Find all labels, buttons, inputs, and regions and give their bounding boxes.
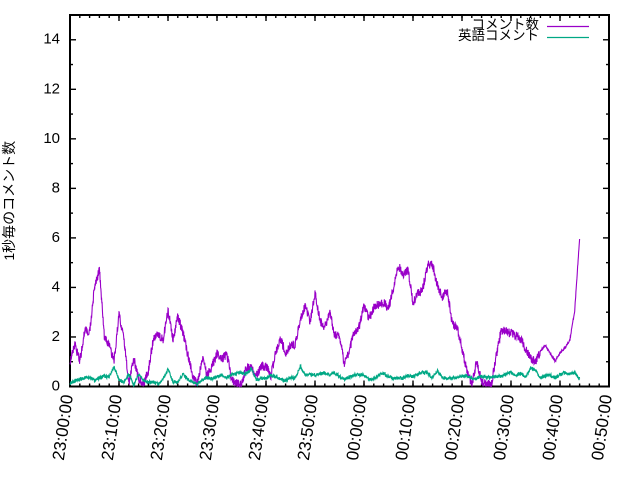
svg-text:10: 10 <box>43 130 60 147</box>
svg-text:0: 0 <box>52 377 60 394</box>
svg-text:00:40:00: 00:40:00 <box>539 393 567 461</box>
svg-text:12: 12 <box>43 80 60 97</box>
svg-text:00:30:00: 00:30:00 <box>490 393 518 461</box>
svg-text:00:50:00: 00:50:00 <box>588 393 616 461</box>
svg-text:23:00:00: 23:00:00 <box>49 393 77 461</box>
svg-text:23:20:00: 23:20:00 <box>147 393 175 461</box>
svg-text:00:20:00: 00:20:00 <box>441 393 469 461</box>
svg-text:23:40:00: 23:40:00 <box>245 393 273 461</box>
svg-text:1秒毎のコメント数: 1秒毎のコメント数 <box>1 141 17 261</box>
svg-text:2: 2 <box>52 328 60 345</box>
svg-text:23:30:00: 23:30:00 <box>196 393 224 461</box>
svg-text:00:00:00: 00:00:00 <box>343 393 371 461</box>
svg-text:23:10:00: 23:10:00 <box>98 393 126 461</box>
svg-text:00:10:00: 00:10:00 <box>392 393 420 461</box>
svg-text:6: 6 <box>52 229 60 246</box>
svg-text:英語コメント: 英語コメント <box>458 27 539 43</box>
svg-text:4: 4 <box>52 278 60 295</box>
svg-text:14: 14 <box>43 31 60 48</box>
svg-text:8: 8 <box>52 179 60 196</box>
svg-text:23:50:00: 23:50:00 <box>294 393 322 461</box>
